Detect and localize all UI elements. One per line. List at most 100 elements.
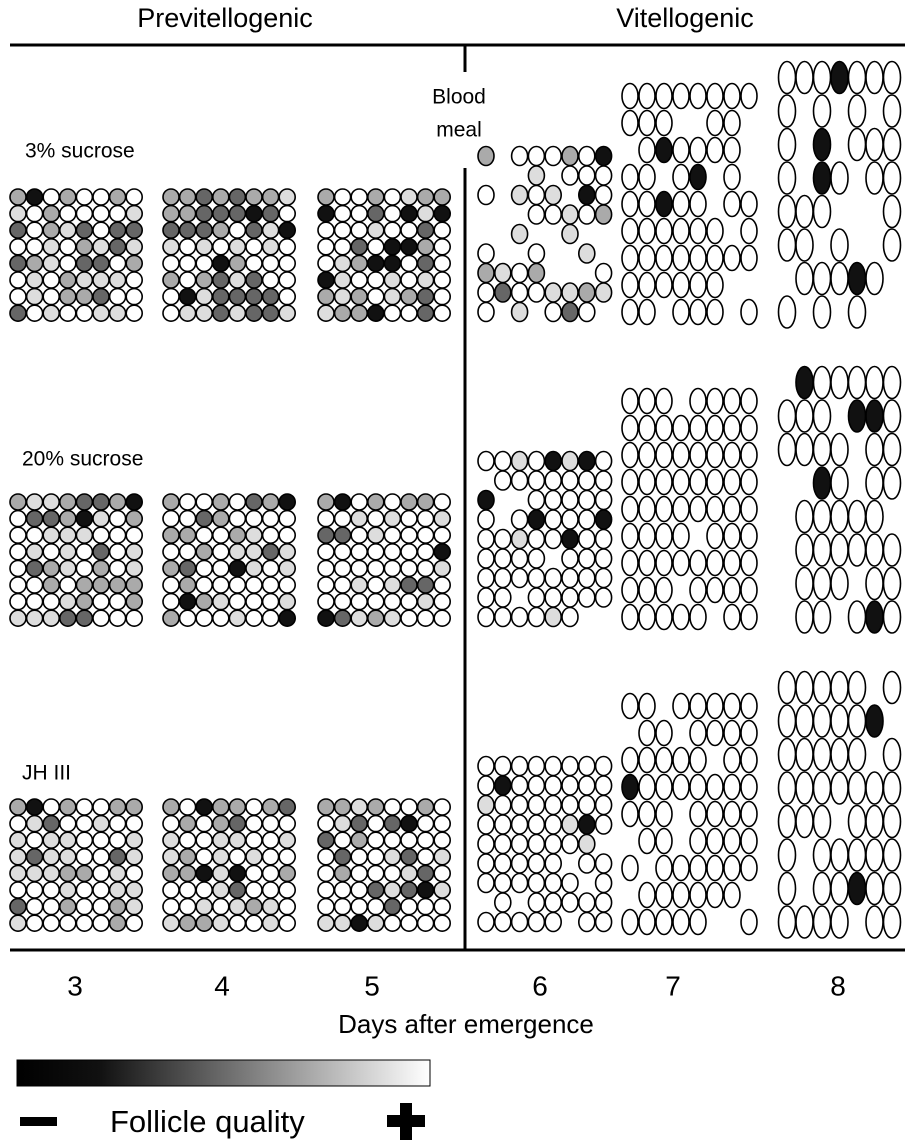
- day-label: 3: [67, 970, 83, 1001]
- follicle: [528, 757, 544, 776]
- follicle: [724, 138, 740, 163]
- follicle: [180, 544, 196, 560]
- follicle: [335, 594, 351, 610]
- follicle: [579, 796, 595, 815]
- follicle: [622, 775, 638, 800]
- follicle: [196, 222, 212, 238]
- follicle: [478, 835, 494, 854]
- follicle: [779, 873, 796, 905]
- follicle: [401, 865, 417, 881]
- minus-sign: [20, 1117, 57, 1126]
- follicle: [434, 799, 450, 815]
- follicle: [10, 915, 26, 931]
- follicle: [639, 802, 655, 827]
- follicle: [707, 856, 723, 881]
- follicle: [126, 899, 142, 915]
- follicle: [814, 568, 831, 600]
- follicle: [596, 874, 612, 893]
- follicle: [213, 882, 229, 898]
- follicle: [318, 189, 334, 205]
- follicle: [384, 816, 400, 832]
- follicle: [528, 530, 544, 549]
- follicle: [814, 772, 831, 804]
- follicle: [707, 829, 723, 854]
- follicle: [495, 608, 511, 627]
- follicle: [213, 189, 229, 205]
- follicle: [229, 544, 245, 560]
- follicle: [229, 610, 245, 626]
- follicle: [368, 560, 384, 576]
- follicle: [110, 222, 126, 238]
- follicle: [478, 588, 494, 607]
- follicle: [163, 544, 179, 560]
- follicle: [673, 524, 689, 549]
- follicle: [512, 510, 528, 529]
- row-label: 3% sucrose: [25, 140, 135, 163]
- follicle: [126, 494, 142, 510]
- follicle: [814, 873, 831, 905]
- follicle-grids: [10, 62, 901, 939]
- follicle: [562, 530, 578, 549]
- follicle: [849, 806, 866, 838]
- follicle: [229, 594, 245, 610]
- follicle: [656, 443, 672, 468]
- follicle: [656, 910, 672, 935]
- follicle: [110, 915, 126, 931]
- follicle: [10, 816, 26, 832]
- follicle: [831, 467, 848, 499]
- follicle: [279, 594, 295, 610]
- follicle: [27, 882, 43, 898]
- follicle: [126, 594, 142, 610]
- follicle: [335, 255, 351, 271]
- follicle: [418, 577, 434, 593]
- follicle: [163, 882, 179, 898]
- follicle: [814, 263, 831, 295]
- follicle: [528, 815, 544, 834]
- follicle: [673, 694, 689, 719]
- follicle: [126, 832, 142, 848]
- follicle: [512, 835, 528, 854]
- follicle: [495, 452, 511, 471]
- follicle: [279, 239, 295, 255]
- follicle: [690, 856, 706, 881]
- follicle: [368, 544, 384, 560]
- follicle: [229, 239, 245, 255]
- follicle: [690, 551, 706, 576]
- follicle: [196, 899, 212, 915]
- day-label: 8: [830, 970, 846, 1001]
- follicle: [60, 189, 76, 205]
- follicle: [639, 551, 655, 576]
- follicle: [478, 186, 494, 205]
- follicle: [279, 222, 295, 238]
- follicle: [545, 757, 561, 776]
- follicle: [27, 816, 43, 832]
- follicle: [656, 829, 672, 854]
- follicle: [673, 883, 689, 908]
- follicle: [579, 471, 595, 490]
- follicle: [318, 255, 334, 271]
- follicle: [368, 816, 384, 832]
- follicle: [246, 899, 262, 915]
- follicle: [60, 594, 76, 610]
- follicle: [579, 549, 595, 568]
- follicle: [351, 305, 367, 321]
- follicle: [279, 206, 295, 222]
- follicle: [351, 272, 367, 288]
- follicle: [10, 527, 26, 543]
- follicle: [690, 605, 706, 630]
- follicle: [246, 494, 262, 510]
- follicle: [213, 272, 229, 288]
- follicle: [724, 829, 740, 854]
- follicle: [814, 129, 831, 161]
- follicle: [110, 511, 126, 527]
- follicle: [622, 443, 638, 468]
- follicle: [673, 910, 689, 935]
- follicle: [724, 775, 740, 800]
- follicle: [368, 882, 384, 898]
- follicle: [434, 915, 450, 931]
- follicle: [673, 605, 689, 630]
- follicle: [263, 255, 279, 271]
- follicle: [126, 544, 142, 560]
- follicle: [401, 594, 417, 610]
- follicle: [512, 796, 528, 815]
